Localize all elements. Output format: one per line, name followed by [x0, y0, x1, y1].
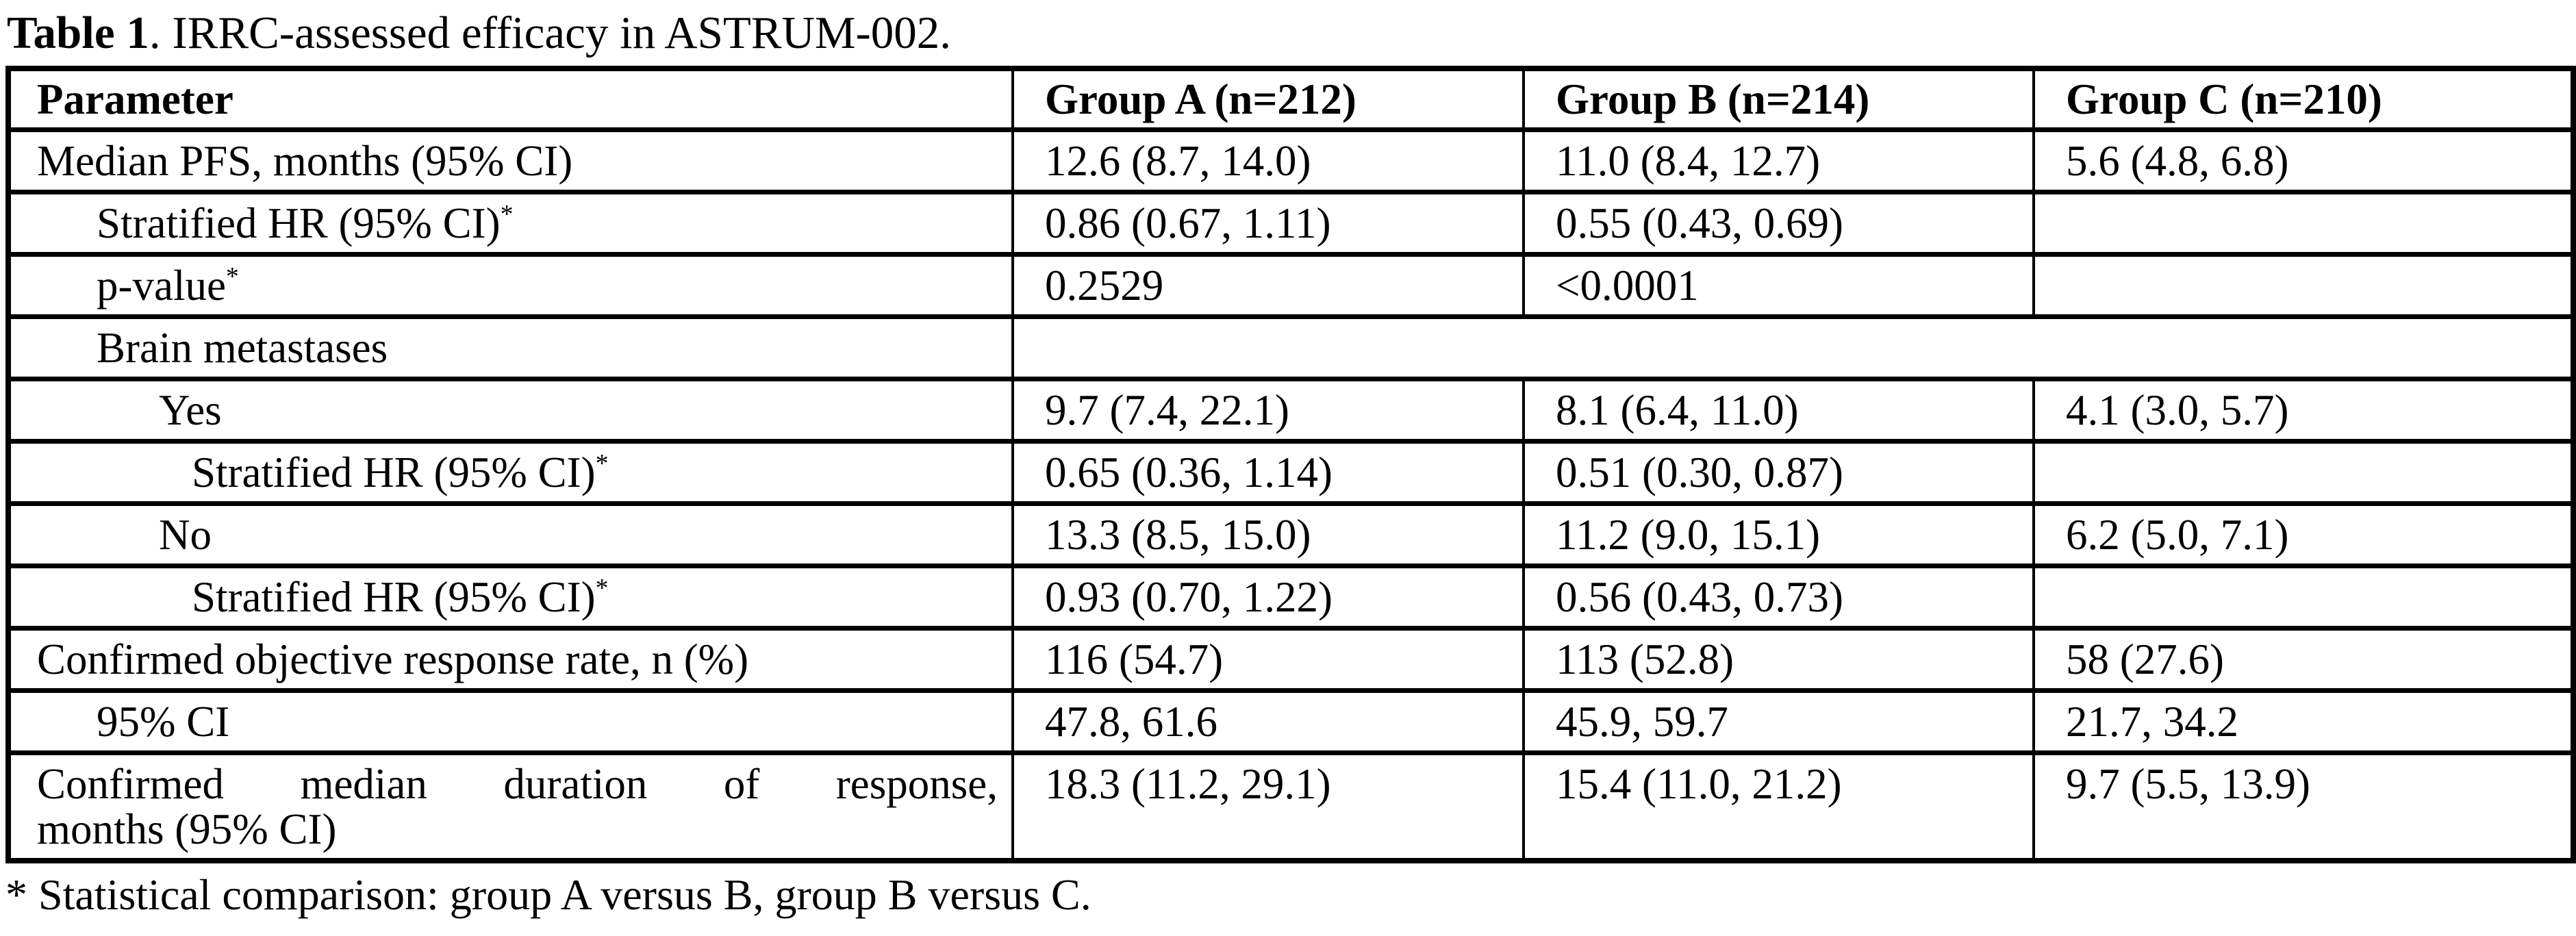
value-cell: 116 (54.7) [1011, 626, 1525, 693]
table-row: 95% CI 47.8, 61.6 45.9, 59.7 21.7, 34.2 [7, 688, 2575, 755]
table-row: Brain metastases [7, 314, 2575, 381]
value-cell [2032, 564, 2575, 631]
value-cell: 5.6 (4.8, 6.8) [2032, 127, 2575, 194]
table-row: Confirmed objective response rate, n (%)… [7, 626, 2575, 693]
value-cell: 0.56 (0.43, 0.73) [1522, 564, 2035, 631]
value-cell: 113 (52.8) [1522, 626, 2035, 693]
value-cell [2032, 439, 2575, 506]
table-footnote: * Statistical comparison: group A versus… [5, 870, 1091, 919]
merged-empty-cell [1011, 314, 2575, 381]
parameter-cell: 95% CI [7, 688, 1014, 755]
table-row: No 13.3 (8.5, 15.0) 11.2 (9.0, 15.1) 6.2 (5… [7, 501, 2575, 568]
parameter-cell: Brain metastases [7, 314, 1014, 381]
value-cell: 0.2529 [1011, 252, 1525, 319]
value-cell: 12.6 (8.7, 14.0) [1011, 127, 1525, 194]
parameter-cell: Yes [7, 377, 1014, 444]
table-row: Confirmed median duration of response, mo… [7, 750, 2575, 863]
parameter-cell: Confirmed objective response rate, n (%) [7, 626, 1014, 693]
table-body: Median PFS, months (95% CI) 12.6 (8.7, 14… [7, 127, 2575, 863]
parameter-cell: p-value* [7, 252, 1014, 319]
table-row: Median PFS, months (95% CI) 12.6 (8.7, 14… [7, 127, 2575, 194]
value-cell: 0.86 (0.67, 1.11) [1011, 190, 1525, 257]
value-cell: 0.55 (0.43, 0.69) [1522, 190, 2035, 257]
value-cell: 11.2 (9.0, 15.1) [1522, 501, 2035, 568]
value-cell: 0.93 (0.70, 1.22) [1011, 564, 1525, 631]
value-cell: 6.2 (5.0, 7.1) [2032, 501, 2575, 568]
parameter-cell: Median PFS, months (95% CI) [7, 127, 1014, 194]
parameter-cell: Confirmed median duration of response, mo… [7, 750, 1014, 863]
table-row: Stratified HR (95% CI)* 0.86 (0.67, 1.11)… [7, 190, 2575, 257]
value-cell: 58 (27.6) [2032, 626, 2575, 693]
efficacy-table: Parameter Group A (n=212) Group B (n=214… [5, 66, 2576, 863]
table-caption-number: Table 1 [7, 8, 149, 58]
column-header-parameter: Parameter [7, 66, 1014, 132]
table-row: p-value* 0.2529 <0.0001 [7, 252, 2575, 319]
value-cell: 8.1 (6.4, 11.0) [1522, 377, 2035, 444]
table-row: Stratified HR (95% CI)* 0.65 (0.36, 1.14)… [7, 439, 2575, 506]
value-cell: 45.9, 59.7 [1522, 688, 2035, 755]
value-cell: 15.4 (11.0, 21.2) [1522, 750, 2035, 863]
value-cell: 4.1 (3.0, 5.7) [2032, 377, 2575, 444]
parameter-cell: Stratified HR (95% CI)* [7, 190, 1014, 257]
value-cell: 47.8, 61.6 [1011, 688, 1525, 755]
value-cell: 9.7 (5.5, 13.9) [2032, 750, 2575, 863]
column-header-group-a: Group A (n=212) [1011, 66, 1525, 132]
header-row: Parameter Group A (n=212) Group B (n=214… [7, 66, 2575, 132]
parameter-cell: Stratified HR (95% CI)* [7, 439, 1014, 506]
column-header-group-b: Group B (n=214) [1522, 66, 2035, 132]
value-cell: 9.7 (7.4, 22.1) [1011, 377, 1525, 444]
parameter-cell: No [7, 501, 1014, 568]
value-cell: <0.0001 [1522, 252, 2035, 319]
value-cell [2032, 252, 2575, 319]
table-row: Yes 9.7 (7.4, 22.1) 8.1 (6.4, 11.0) 4.1 (3.… [7, 377, 2575, 444]
column-header-group-c: Group C (n=210) [2032, 66, 2575, 132]
value-cell: 18.3 (11.2, 29.1) [1011, 750, 1525, 863]
parameter-cell: Stratified HR (95% CI)* [7, 564, 1014, 631]
value-cell: 11.0 (8.4, 12.7) [1522, 127, 2035, 194]
table-caption-text: . IRRC-assessed efficacy in ASTRUM-002. [149, 8, 952, 58]
table-row: Stratified HR (95% CI)* 0.93 (0.70, 1.22)… [7, 564, 2575, 631]
value-cell: 0.65 (0.36, 1.14) [1011, 439, 1525, 506]
table-caption: Table 1. IRRC-assessed efficacy in ASTRU… [0, 0, 2576, 66]
value-cell: 0.51 (0.30, 0.87) [1522, 439, 2035, 506]
value-cell: 21.7, 34.2 [2032, 688, 2575, 755]
value-cell: 13.3 (8.5, 15.0) [1011, 501, 1525, 568]
value-cell [2032, 190, 2575, 257]
